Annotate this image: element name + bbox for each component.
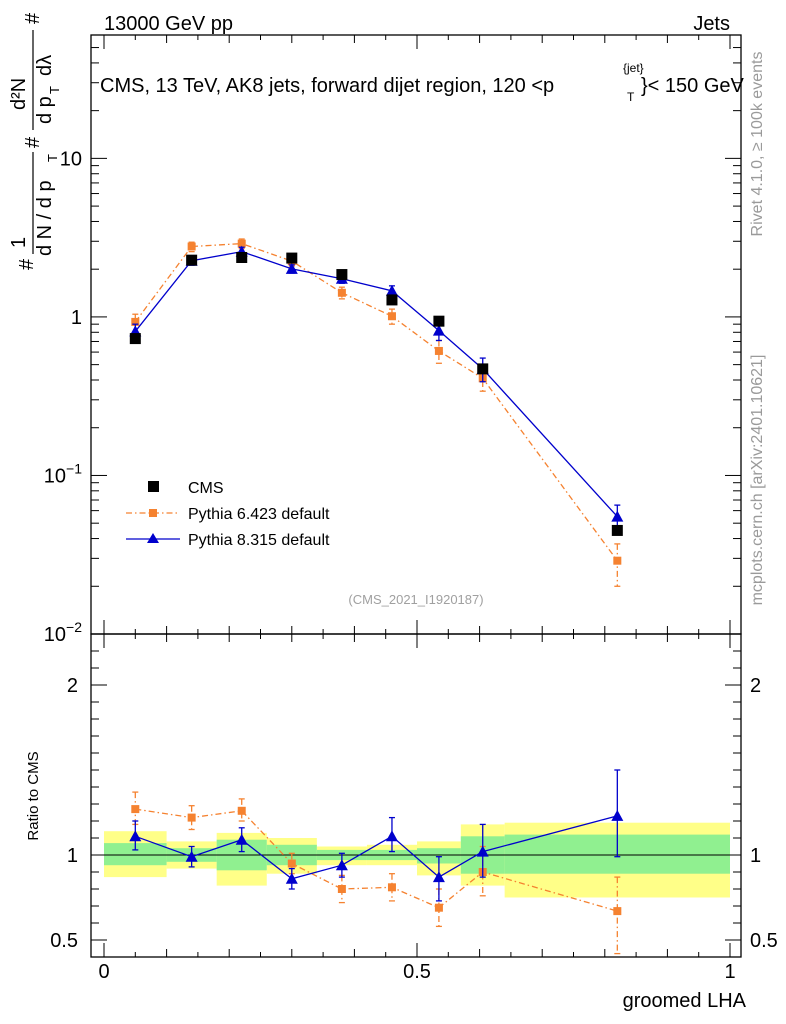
rivet-version-label: Rivet 4.1.0, ≥ 100k events [749,52,766,237]
ratio-pythia8-point [129,830,142,842]
main-title: CMS, 13 TeV, AK8 jets, forward dijet reg… [100,61,745,104]
main-pythia6-point [434,346,443,355]
main-pythia6-point [613,556,622,565]
main-cms-point [611,524,623,536]
ratio-uncertainty-bands [104,822,730,898]
ratio-pythia8-point [611,809,624,821]
ratio-pythia8-point [185,850,198,862]
ylabel-hash-2: # [22,136,44,148]
x-tick-label: 0 [98,961,109,983]
main-cms-point [286,252,298,264]
main-cms-point [186,254,198,266]
ylabel-denominator: d p [34,96,56,124]
main-pythia6-point [337,288,346,297]
ylabel-hash-3: # [22,12,44,24]
main-cms-point [477,363,489,375]
ylabel-hash-1: # [16,258,38,270]
ylabel-one: 1 [8,237,30,248]
ratio-pythia6-point [287,859,296,868]
y-tick-label-main: 10−2 [44,619,82,646]
svg-text:Rivet 4.1.0, ≥ 100k events: Rivet 4.1.0, ≥ 100k events [749,52,766,237]
axes-layer [90,34,742,958]
legend-label-pythia6: Pythia 6.423 default [188,506,330,523]
y-tick-label-ratio: 2 [67,675,78,697]
ratio-pythia6-point [434,903,443,912]
ylabel-den-subscript: T [47,86,62,94]
main-pythia8-point [432,324,445,336]
ratio-pythia6-point [613,907,622,916]
legend: CMS Pythia 6.423 default Pythia 8.315 de… [126,480,330,549]
y-tick-label-ratio-right: 0.5 [750,930,778,952]
main-pythia6-point [131,317,140,326]
title-subscript: T [627,90,635,104]
ratio-pythia6-point [131,805,140,814]
ratio-y-axis-label: Ratio to CMS [25,751,42,840]
x-tick-label: 0.5 [403,961,431,983]
ratio-panel-frame [90,633,742,958]
ratio-pythia6-point [237,806,246,815]
main-pythia8-point [611,510,624,522]
legend-marker-cms [148,481,159,492]
ylabel-pt-subscript: T [45,154,60,162]
ylabel-numerator: d²N [8,78,30,110]
ratio-pythia8-point [235,833,248,845]
mcplots-url-label: mcplots.cern.ch [arXiv:2401.10621] [749,355,766,606]
ratio-pythia6-point [337,885,346,893]
ratio-pythia6-point [387,883,396,892]
title-main-text: CMS, 13 TeV, AK8 jets, forward dijet reg… [100,75,554,97]
ylabel-dlambda: dλ [34,55,56,76]
x-tick-label: 1 [724,961,735,983]
y-tick-label-main: 10 [60,148,82,170]
main-pythia6-point [187,242,196,251]
main-y-axis-label: # 1 d N / d p T # d²N d p T dλ # [8,12,62,270]
category-label: Jets [693,13,730,35]
main-cms-point [236,251,248,263]
legend-label-pythia8: Pythia 8.315 default [188,532,330,549]
ratio-pythia8-point [335,859,348,871]
ratio-pythia8-point [476,845,489,857]
x-axis-label: groomed LHA [623,990,747,1012]
y-tick-label-ratio: 1 [67,845,78,867]
ylabel-dN-dpt: d N / d p [34,180,56,256]
main-cms-point [433,315,445,327]
y-tick-label-ratio: 0.5 [50,930,78,952]
ratio-band-green [417,848,461,864]
main-pythia8-line [134,250,618,518]
main-pythia8-point [285,262,298,274]
ratio-pythia8-point [432,871,445,883]
main-cms-point [129,333,141,345]
legend-entry-pythia6: Pythia 6.423 default [126,506,330,523]
legend-entry-pythia8: Pythia 8.315 default [126,532,330,549]
ratio-pythia6-point [187,813,196,822]
title-tail-text: }< 150 GeV [641,75,745,97]
main-pythia8-point [385,284,398,296]
y-tick-label-main: 1 [71,307,82,329]
ratio-pythia8-point [285,872,298,884]
main-cms-point [336,269,348,281]
main-pythia6-point [387,312,396,321]
svg-text:mcplots.cern.ch [arXiv:2401.10: mcplots.cern.ch [arXiv:2401.10621] [749,355,766,606]
collision-label: 13000 GeV pp [104,13,233,35]
ratio-band-green [104,843,167,866]
tick-labels: 0 0.5 1 10−2 10−1 1 10 0.5 0.5 1 1 2 2 [44,148,778,983]
legend-marker-pythia6 [149,509,157,517]
main-pythia6-point [237,239,246,248]
y-tick-label-ratio-right: 1 [750,845,761,867]
ratio-pythia8-point [385,830,398,842]
legend-marker-pythia8 [147,533,159,543]
y-tick-label-main: 10−1 [44,460,82,487]
y-tick-label-ratio-right: 2 [750,675,761,697]
title-superscript: {jet} [623,61,644,75]
svg-text:Ratio to CMS: Ratio to CMS [25,751,42,840]
series-layer [129,238,624,955]
legend-label-cms: CMS [188,480,224,497]
main-cms-point [386,294,398,306]
analysis-id-label: (CMS_2021_I1920187) [348,592,483,607]
legend-entry-cms: CMS [148,480,224,497]
